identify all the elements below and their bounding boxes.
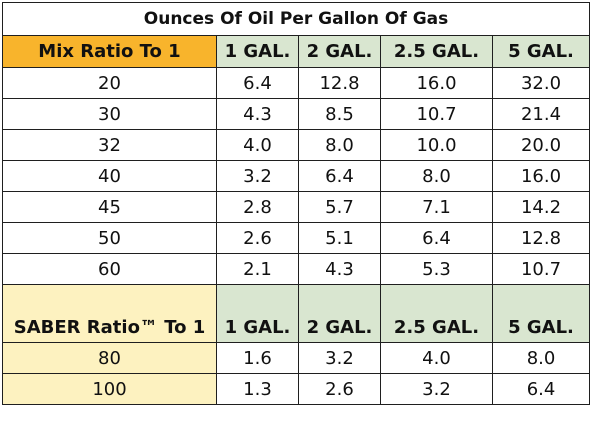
value-cell: 6.4 [380,222,493,254]
saber-spacer-cell [216,284,299,313]
table-row: 60 2.1 4.3 5.3 10.7 [2,253,591,285]
value-cell: 6.4 [216,67,299,99]
ratio-cell: 40 [2,160,217,192]
column-header-2-5-gal: 2.5 GAL. [380,35,493,68]
value-cell: 4.3 [298,253,381,285]
column-header-2-gal: 2 GAL. [298,35,381,68]
value-cell: 8.5 [298,98,381,130]
table-row: 40 3.2 6.4 8.0 16.0 [2,160,591,192]
value-cell: 4.0 [216,129,299,161]
mix-header-row: Mix Ratio To 1 1 GAL. 2 GAL. 2.5 GAL. 5 … [2,35,591,68]
saber-spacer-cell [2,284,217,313]
ratio-cell: 32 [2,129,217,161]
table-title-row: Ounces Of Oil Per Gallon Of Gas [1,2,591,36]
ratio-cell: 30 [2,98,217,130]
value-cell: 8.0 [380,160,493,192]
value-cell: 1.6 [216,342,299,374]
value-cell: 14.2 [491,191,591,223]
table-row: 20 6.4 12.8 16.0 32.0 [2,67,591,99]
value-cell: 6.4 [491,373,591,405]
value-cell: 4.3 [216,98,299,130]
value-cell: 5.1 [298,222,381,254]
saber-spacer-cell [298,284,381,313]
value-cell: 2.1 [216,253,299,285]
saber-header-row: SABER Ratio™ To 1 1 GAL. 2 GAL. 2.5 GAL.… [2,312,591,343]
value-cell: 7.1 [380,191,493,223]
mix-ratio-header: Mix Ratio To 1 [2,35,217,68]
table-row: 32 4.0 8.0 10.0 20.0 [2,129,591,161]
value-cell: 12.8 [298,67,381,99]
value-cell: 4.0 [380,342,493,374]
value-cell: 3.2 [216,160,299,192]
ratio-cell: 60 [2,253,217,285]
value-cell: 3.2 [380,373,493,405]
value-cell: 16.0 [491,160,591,192]
saber-ratio-header: SABER Ratio™ To 1 [2,312,217,343]
value-cell: 5.7 [298,191,381,223]
value-cell: 8.0 [298,129,381,161]
value-cell: 10.7 [491,253,591,285]
saber-column-header-1-gal: 1 GAL. [216,312,299,343]
table-title: Ounces Of Oil Per Gallon Of Gas [1,2,591,36]
value-cell: 20.0 [491,129,591,161]
table-row: 50 2.6 5.1 6.4 12.8 [2,222,591,254]
saber-spacer-cell [380,284,493,313]
value-cell: 2.8 [216,191,299,223]
saber-column-header-2-gal: 2 GAL. [298,312,381,343]
column-header-1-gal: 1 GAL. [216,35,299,68]
table-row: 30 4.3 8.5 10.7 21.4 [2,98,591,130]
saber-ratio-cell: 100 [2,373,217,405]
table-row: 100 1.3 2.6 3.2 6.4 [2,373,591,405]
value-cell: 6.4 [298,160,381,192]
column-header-5-gal: 5 GAL. [491,35,591,68]
value-cell: 32.0 [491,67,591,99]
value-cell: 12.8 [491,222,591,254]
saber-ratio-cell: 80 [2,342,217,374]
value-cell: 2.6 [298,373,381,405]
saber-spacer-row [2,284,591,313]
value-cell: 2.6 [216,222,299,254]
value-cell: 21.4 [491,98,591,130]
value-cell: 10.7 [380,98,493,130]
value-cell: 3.2 [298,342,381,374]
ratio-cell: 20 [2,67,217,99]
oil-gas-ratio-table: Ounces Of Oil Per Gallon Of Gas Mix Rati… [1,2,591,405]
table-row: 80 1.6 3.2 4.0 8.0 [2,342,591,374]
saber-spacer-cell [491,284,591,313]
table-row: 45 2.8 5.7 7.1 14.2 [2,191,591,223]
ratio-cell: 50 [2,222,217,254]
value-cell: 10.0 [380,129,493,161]
saber-column-header-5-gal: 5 GAL. [491,312,591,343]
value-cell: 8.0 [491,342,591,374]
ratio-cell: 45 [2,191,217,223]
value-cell: 5.3 [380,253,493,285]
value-cell: 16.0 [380,67,493,99]
value-cell: 1.3 [216,373,299,405]
saber-column-header-2-5-gal: 2.5 GAL. [380,312,493,343]
